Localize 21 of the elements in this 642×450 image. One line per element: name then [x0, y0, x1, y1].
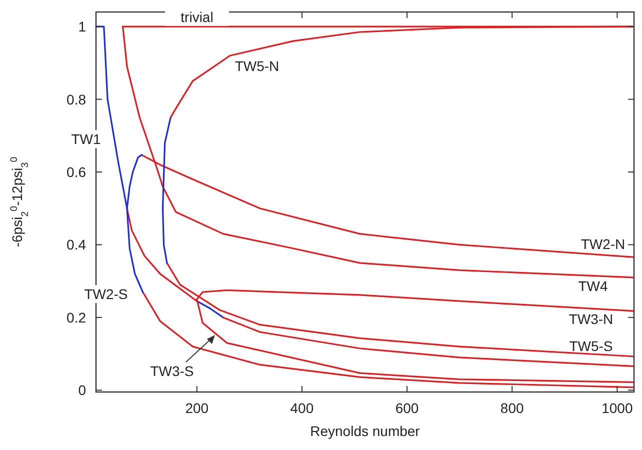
y-tick-label: 0.2 — [66, 309, 86, 326]
annotation: TW2-S — [84, 286, 128, 302]
x-tick-label: 1000 — [602, 400, 633, 416]
annotation: TW3-N — [568, 311, 614, 327]
x-tick-label: 800 — [500, 400, 524, 416]
y-tick-label: 0.8 — [66, 91, 86, 108]
y-tick-label: 0 — [78, 382, 86, 398]
x-tick-label: 600 — [395, 400, 419, 416]
y-tick-label: 0.6 — [66, 164, 86, 180]
annotation: trivial — [180, 9, 214, 25]
annotation: TW2-N — [580, 236, 626, 252]
annotation: TW1 — [71, 131, 101, 147]
x-tick-label: 400 — [290, 400, 314, 416]
annotation: TW5-N — [234, 58, 280, 74]
annotation: TW3-S — [150, 363, 194, 379]
y-tick-label: 1 — [78, 18, 86, 35]
x-axis-title: Reynolds number — [310, 423, 420, 439]
x-tick-label: 200 — [185, 400, 209, 416]
annotation: TW5-S — [569, 338, 613, 354]
annotation: TW4 — [578, 278, 608, 294]
y-tick-label: 0.4 — [66, 236, 86, 253]
